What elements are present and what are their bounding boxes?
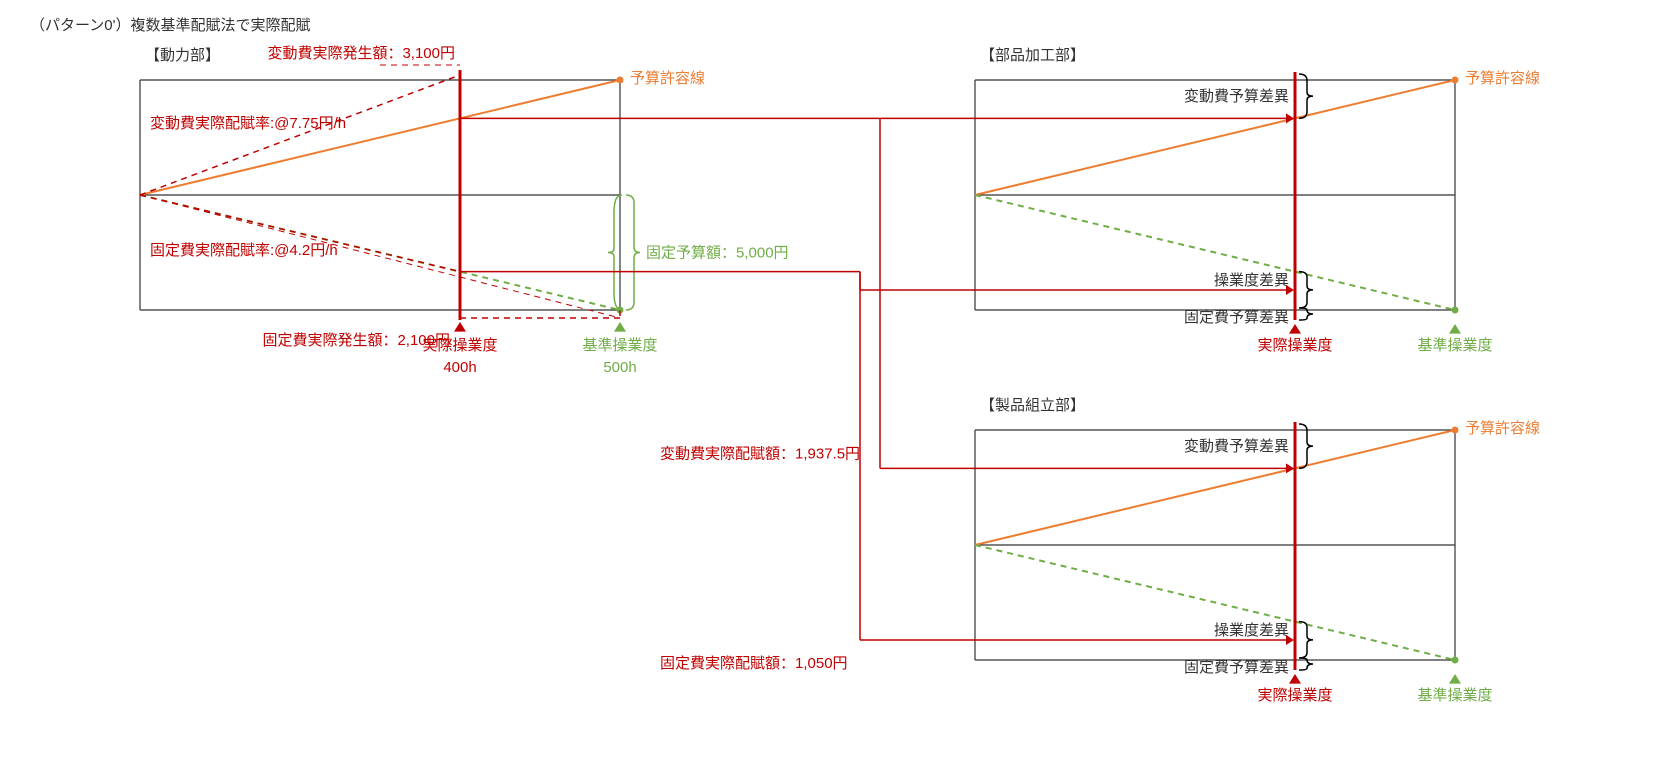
bottom-right-chart-var-brace bbox=[1299, 424, 1313, 468]
bottom-right-chart-base-op-label: 基準操業度 bbox=[1417, 687, 1492, 704]
variable-alloc-label: 変動費実際配賦額：1,937.5円 bbox=[660, 445, 860, 462]
left-chart: 【動力部】予算許容線 変動費実際発生額：3,100円変動費実際配賦率:@7.75円… bbox=[140, 45, 789, 376]
left-actual-op-value: 400h bbox=[443, 359, 476, 376]
left-variable-rate-label: 変動費実際配賦率:@7.75円/h bbox=[150, 115, 346, 132]
top-right-chart-base-op-label: 基準操業度 bbox=[1417, 337, 1492, 354]
bottom-right-chart-op-brace bbox=[1299, 622, 1313, 658]
left-base-op-value: 500h bbox=[603, 359, 636, 376]
left-variable-actual-label: 変動費実際発生額：3,100円 bbox=[267, 45, 455, 62]
top-right-chart-budget-line-label: 予算許容線 bbox=[1465, 69, 1540, 87]
left-chart-title: 【動力部】 bbox=[145, 47, 220, 64]
top-right-chart-actual-op-label: 実際操業度 bbox=[1257, 337, 1332, 354]
left-fixed-budget-label: 固定予算額：5,000円 bbox=[646, 244, 789, 262]
top-right-chart-title: 【部品加工部】 bbox=[980, 47, 1085, 64]
left-base-op-label: 基準操業度 bbox=[582, 337, 657, 354]
top-right-chart: 【部品加工部】予算許容線変動費予算差異操業度差異固定費予算差異実際操業度 基準操業… bbox=[975, 47, 1540, 354]
bottom-right-chart-title: 【製品組立部】 bbox=[980, 397, 1085, 414]
top-right-chart-op-brace bbox=[1299, 272, 1313, 308]
bottom-right-chart-variable-var-label: 変動費予算差異 bbox=[1184, 437, 1289, 455]
page-title: （パターン0'）複数基準配賦法で実際配賦 bbox=[30, 17, 310, 34]
bottom-right-chart: 【製品組立部】予算許容線変動費予算差異操業度差異固定費予算差異実際操業度 基準操業… bbox=[975, 397, 1540, 704]
top-right-chart-var-brace bbox=[1299, 74, 1313, 118]
top-right-chart-op-var-label: 操業度差異 bbox=[1214, 272, 1289, 289]
bottom-right-chart-actual-op-label: 実際操業度 bbox=[1257, 687, 1332, 704]
top-right-chart-fixed-var-label: 固定費予算差異 bbox=[1184, 308, 1289, 326]
bottom-right-chart-budget-line-label: 予算許容線 bbox=[1465, 419, 1540, 437]
left-actual-op-label: 実際操業度 bbox=[422, 337, 497, 354]
left-budget-line-label: 予算許容線 bbox=[630, 69, 705, 87]
connectors: 変動費実際配賦額：1,937.5円固定費実際配賦額：1,050円 bbox=[460, 113, 1294, 672]
top-right-chart-variable-var-label: 変動費予算差異 bbox=[1184, 87, 1289, 105]
bottom-right-chart-op-var-label: 操業度差異 bbox=[1214, 622, 1289, 639]
fixed-alloc-label: 固定費実際配賦額：1,050円 bbox=[660, 655, 848, 672]
bottom-right-chart-fixed-var-label: 固定費予算差異 bbox=[1184, 658, 1289, 676]
left-fixed-rate-label: 固定費実際配賦率:@4.2円/h bbox=[150, 242, 338, 259]
